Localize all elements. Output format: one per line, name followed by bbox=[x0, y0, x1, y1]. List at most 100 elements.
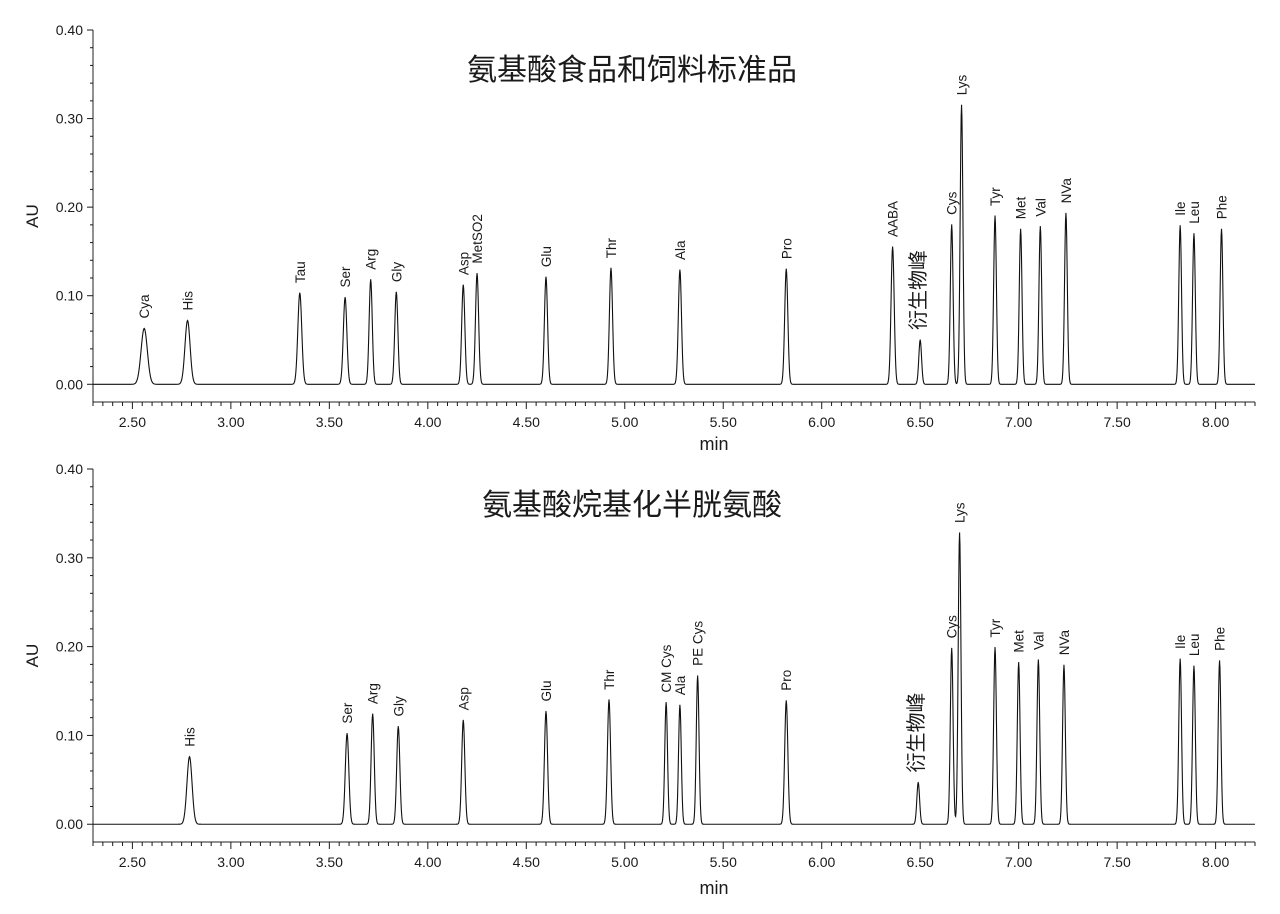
peak-label: Phe bbox=[1215, 195, 1230, 219]
x-tick-label: 4.50 bbox=[513, 854, 540, 870]
peak-label: Ser bbox=[340, 702, 355, 724]
peak-apex-point bbox=[697, 675, 699, 677]
peak-apex-point bbox=[346, 733, 348, 735]
x-tick-label: 4.00 bbox=[414, 854, 441, 870]
peak-label: Phe bbox=[1213, 627, 1228, 651]
peak-apex-point bbox=[994, 215, 996, 217]
peak-label: Asp bbox=[456, 252, 471, 275]
peak-label: Gly bbox=[389, 262, 404, 283]
peak-label: Cys bbox=[945, 615, 960, 638]
peak-apex-point bbox=[370, 279, 372, 281]
x-tick-label: 5.50 bbox=[710, 854, 737, 870]
peak-label: Glu bbox=[539, 680, 554, 701]
peak-label: Arg bbox=[366, 683, 381, 704]
peak-apex-point bbox=[1065, 212, 1067, 214]
x-axis-label: min bbox=[699, 434, 728, 454]
peak-label: Leu bbox=[1187, 201, 1202, 224]
x-tick-label: 4.00 bbox=[414, 414, 441, 430]
peak-apex-point bbox=[785, 700, 787, 702]
peak-apex-point bbox=[1037, 659, 1039, 661]
peak-label: Ala bbox=[673, 240, 688, 260]
peak-label: Pro bbox=[779, 238, 794, 259]
peak-apex-point bbox=[462, 284, 464, 286]
peak-label: Ala bbox=[673, 675, 688, 695]
peak-label: AABA bbox=[886, 201, 901, 237]
chart-title: 氨基酸食品和饲料标准品 bbox=[467, 54, 797, 87]
y-tick-label: 0.20 bbox=[56, 199, 83, 215]
peak-apex-point bbox=[143, 327, 145, 330]
y-axis-label: AU bbox=[23, 644, 42, 668]
peak-apex-point bbox=[785, 268, 787, 270]
y-tick-label: 0.40 bbox=[56, 22, 83, 38]
peak-label: Ser bbox=[338, 266, 353, 288]
x-tick-label: 5.50 bbox=[710, 414, 737, 430]
peak-label: Cya bbox=[137, 294, 152, 318]
peak-apex-point bbox=[188, 756, 191, 758]
peak-label: Thr bbox=[604, 238, 619, 259]
x-tick-label: 7.50 bbox=[1104, 414, 1131, 430]
peak-apex-point bbox=[1179, 225, 1181, 227]
peak-apex-point bbox=[610, 267, 612, 269]
peak-apex-point bbox=[462, 719, 464, 721]
y-tick-label: 0.00 bbox=[56, 376, 83, 392]
peak-label: Cys bbox=[945, 191, 960, 214]
peak-apex-point bbox=[919, 339, 921, 341]
x-tick-label: 6.50 bbox=[907, 854, 934, 870]
y-tick-label: 0.30 bbox=[56, 111, 83, 127]
peak-label: CM Cys bbox=[659, 644, 674, 692]
peak-apex-point bbox=[1218, 660, 1221, 662]
peak-apex-point bbox=[1063, 664, 1065, 666]
chromatogram-trace bbox=[93, 532, 1255, 825]
x-tick-label: 8.00 bbox=[1202, 414, 1229, 430]
peak-apex-point bbox=[679, 269, 681, 271]
peak-apex-point bbox=[299, 292, 301, 294]
peak-apex-point bbox=[1179, 658, 1181, 660]
x-tick-label: 3.00 bbox=[217, 854, 244, 870]
peak-apex-point bbox=[951, 647, 953, 649]
x-tick-label: 7.00 bbox=[1005, 414, 1032, 430]
peak-label: His bbox=[181, 291, 196, 311]
y-tick-label: 0.10 bbox=[56, 288, 83, 304]
peak-label: Lys bbox=[953, 502, 968, 523]
peak-label: NVa bbox=[1059, 178, 1074, 204]
peak-label: Pro bbox=[779, 670, 794, 691]
peak-apex-point bbox=[397, 725, 399, 728]
peak-label: MetSO2 bbox=[470, 214, 485, 264]
y-tick-label: 0.10 bbox=[56, 727, 83, 743]
x-tick-label: 6.00 bbox=[808, 854, 835, 870]
peak-label: Thr bbox=[602, 669, 617, 690]
peak-label: Ile bbox=[1173, 201, 1188, 215]
y-tick-label: 0.20 bbox=[56, 639, 83, 655]
peak-apex-point bbox=[1018, 662, 1020, 664]
peak-apex-point bbox=[679, 704, 681, 706]
peak-apex-point bbox=[994, 646, 996, 649]
x-tick-label: 6.50 bbox=[907, 414, 934, 430]
peak-label: Leu bbox=[1187, 634, 1202, 657]
peak-apex-point bbox=[951, 224, 953, 226]
peak-apex-point bbox=[186, 319, 189, 322]
x-axis-label: min bbox=[699, 878, 728, 898]
peak-apex-point bbox=[892, 246, 894, 248]
peak-apex-point bbox=[372, 713, 374, 715]
x-tick-label: 2.50 bbox=[119, 854, 146, 870]
peak-apex-point bbox=[665, 701, 667, 704]
peak-apex-point bbox=[1220, 228, 1223, 230]
peak-label: NVa bbox=[1057, 630, 1072, 656]
peak-label: Glu bbox=[539, 246, 554, 267]
chromatogram-panel-alkylated-cysteine: 0.00 0.10 0.20 0.30 0.40 2.50 3.00 3.50 4.00 4.50… bbox=[23, 461, 1256, 898]
x-tick-label: 3.50 bbox=[316, 414, 343, 430]
peak-label: Tyr bbox=[988, 187, 1003, 206]
x-tick-label: 2.50 bbox=[119, 414, 146, 430]
peak-apex-point bbox=[476, 272, 478, 275]
peak-apex-point bbox=[917, 781, 919, 784]
peak-label: 衍生物峰 bbox=[905, 692, 928, 772]
peak-label: Asp bbox=[456, 687, 471, 710]
peak-apex-point bbox=[1020, 228, 1022, 230]
peak-apex-point bbox=[1193, 233, 1195, 235]
x-tick-label: 4.50 bbox=[513, 414, 540, 430]
peak-label: Tau bbox=[293, 261, 308, 283]
peak-label: His bbox=[183, 727, 198, 747]
x-tick-label: 3.50 bbox=[316, 854, 343, 870]
peak-apex-point bbox=[344, 296, 346, 299]
